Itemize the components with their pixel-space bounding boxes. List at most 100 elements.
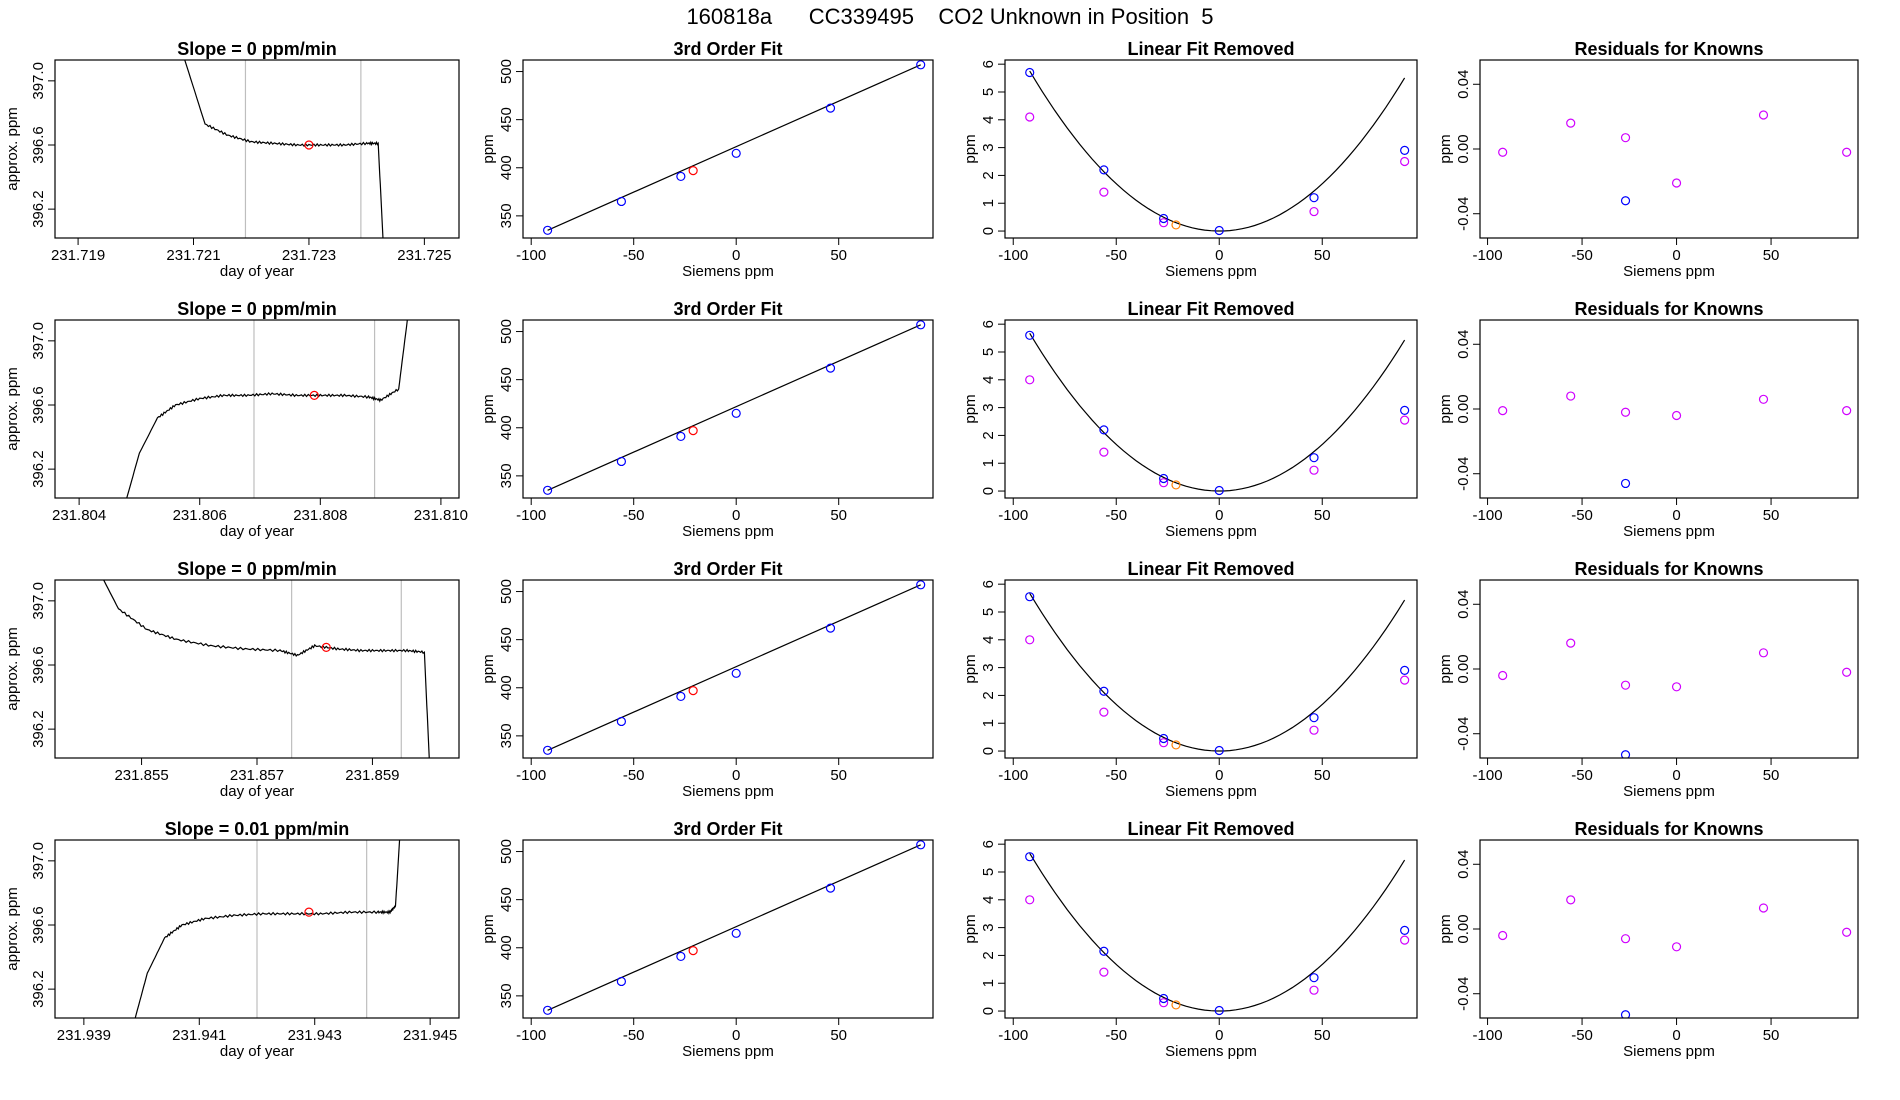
x-tick-label: 0 xyxy=(1672,247,1680,264)
known-point xyxy=(1214,225,1224,236)
residual-curve xyxy=(1029,70,1406,232)
known-point xyxy=(616,716,627,727)
x-tick-label: 231.723 xyxy=(282,247,336,264)
known-point xyxy=(1099,686,1109,696)
panel-r3-lin: Linear Fit Removed -100 -50 0 50 0 1 2 3 4 5 6 Sieme… xyxy=(962,559,1418,800)
plot-frame xyxy=(1004,579,1418,759)
x-tick-label: 231.808 xyxy=(293,507,347,524)
known-point xyxy=(1620,478,1631,489)
unknown-point xyxy=(1171,220,1181,230)
y-tick-label: 350 xyxy=(498,723,515,748)
y-tick-label: 2 xyxy=(980,431,997,439)
x-tick-label: 0 xyxy=(1215,247,1223,264)
fit-line xyxy=(547,584,921,751)
y-tick-label: 0.04 xyxy=(1455,590,1472,619)
plot-area xyxy=(542,320,926,495)
residual-point xyxy=(1566,895,1576,905)
plot-area xyxy=(184,60,384,238)
magenta-point xyxy=(1099,967,1109,977)
known-point xyxy=(1400,925,1410,935)
known-point xyxy=(676,691,686,702)
y-tick-label: 500 xyxy=(498,319,515,344)
plot-area xyxy=(542,840,926,1015)
residual-point xyxy=(1842,406,1852,416)
trace-line xyxy=(134,840,401,1018)
x-tick-label: -100 xyxy=(998,507,1028,524)
magenta-point xyxy=(1099,707,1109,717)
known-point xyxy=(916,320,926,330)
residual-point xyxy=(1620,133,1631,143)
panel-title: Residuals for Knowns xyxy=(1574,39,1763,59)
y-tick-label: 400 xyxy=(498,675,515,700)
known-point xyxy=(1025,852,1035,862)
x-tick-label: 0 xyxy=(1672,1027,1680,1044)
x-tick-label: 0 xyxy=(1215,1027,1223,1044)
y-tick-label: 3 xyxy=(980,143,997,151)
y-tick-label: 450 xyxy=(498,627,515,652)
y-tick-label: 1 xyxy=(980,459,997,467)
y-tick-label: 396.2 xyxy=(30,970,47,1008)
x-tick-label: -50 xyxy=(623,767,645,784)
y-tick-label: 0 xyxy=(980,747,997,755)
panel-title: Residuals for Knowns xyxy=(1574,299,1763,319)
plot-frame xyxy=(522,319,934,499)
residual-point xyxy=(1498,406,1508,416)
known-point xyxy=(1620,1010,1631,1018)
x-tick-label: 50 xyxy=(830,767,847,784)
known-point xyxy=(1309,193,1319,203)
x-tick-label: 50 xyxy=(1314,247,1331,264)
magenta-point xyxy=(1400,675,1410,685)
magenta-point xyxy=(1159,998,1169,1008)
known-point xyxy=(1025,592,1035,602)
y-tick-label: 1 xyxy=(980,979,997,987)
y-tick-label: 450 xyxy=(498,887,515,912)
y-tick-label: -0.04 xyxy=(1455,977,1472,1011)
known-point xyxy=(616,196,627,207)
x-tick-label: 231.943 xyxy=(288,1027,342,1044)
x-tick-label: 0 xyxy=(1672,507,1680,524)
plot-frame xyxy=(1479,839,1859,1019)
y-tick-label: 0 xyxy=(980,1007,997,1015)
x-tick-label: -100 xyxy=(1473,507,1503,524)
y-axis-label: ppm xyxy=(480,134,497,163)
known-point xyxy=(1309,973,1319,983)
y-axis-label: ppm xyxy=(1437,394,1454,423)
x-tick-label: 231.804 xyxy=(52,507,106,524)
x-tick-label: 231.810 xyxy=(414,507,468,524)
known-point xyxy=(1400,145,1410,155)
magenta-point xyxy=(1309,206,1319,217)
y-tick-label: 397.0 xyxy=(30,62,47,100)
sample-point xyxy=(304,140,314,150)
panel-r2-res: Residuals for Knowns -100 -50 0 50 -0.04 0.00 0… xyxy=(1437,299,1859,540)
plot-area xyxy=(1025,330,1410,496)
known-point xyxy=(1159,733,1169,744)
residual-point xyxy=(1620,680,1631,690)
known-point xyxy=(1309,713,1319,723)
known-point xyxy=(676,951,686,962)
known-point xyxy=(1159,213,1169,224)
x-tick-label: -100 xyxy=(516,1027,546,1044)
panel-r1-fit: 3rd Order Fit -100 -50 0 50 350 400 450 500 Sieme… xyxy=(480,39,934,280)
known-point xyxy=(1214,1005,1224,1016)
plot-frame xyxy=(1004,59,1418,239)
x-tick-label: -100 xyxy=(516,767,546,784)
x-axis-label: Siemens ppm xyxy=(1165,783,1257,800)
residual-point xyxy=(1758,903,1769,913)
plot-frame xyxy=(1004,319,1418,499)
residual-point xyxy=(1671,942,1682,952)
y-tick-label: 6 xyxy=(980,840,997,848)
y-axis-label: approx. ppm xyxy=(4,887,21,970)
x-axis-label: day of year xyxy=(220,263,294,280)
residual-point xyxy=(1758,648,1769,658)
panel-r4-fit: 3rd Order Fit -100 -50 0 50 350 400 450 500 Sieme… xyxy=(480,819,934,1060)
panel-title: 3rd Order Fit xyxy=(673,299,782,319)
known-point xyxy=(616,456,627,467)
y-tick-label: 5 xyxy=(980,868,997,876)
y-axis-label: ppm xyxy=(1437,134,1454,163)
panel-title: 3rd Order Fit xyxy=(673,559,782,579)
y-tick-label: 450 xyxy=(498,367,515,392)
x-tick-label: -100 xyxy=(516,507,546,524)
x-axis-label: day of year xyxy=(220,783,294,800)
magenta-point xyxy=(1159,478,1169,488)
y-tick-label: 397.0 xyxy=(30,842,47,880)
